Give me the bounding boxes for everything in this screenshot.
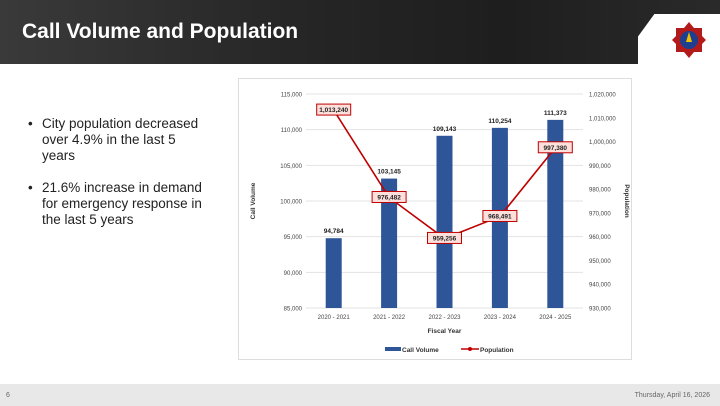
- y-tick-label: 115,000: [281, 93, 303, 99]
- y-tick-label: 110,000: [281, 128, 303, 134]
- footer: 6 Thursday, April 16, 2026: [0, 384, 720, 406]
- y2-tick-label: 1,020,000: [589, 93, 616, 99]
- header-banner: Call Volume and Population: [0, 0, 720, 64]
- footer-date: Thursday, April 16, 2026: [634, 392, 710, 399]
- bar: [381, 178, 398, 308]
- bullet-list: • City population decreased over 4.9% in …: [28, 116, 208, 244]
- page-number: 6: [6, 392, 10, 399]
- y-tick-label: 85,000: [284, 307, 303, 313]
- x-tick-label: 2022 - 2023: [428, 315, 461, 321]
- fire-department-logo-icon: [672, 22, 706, 58]
- bar: [436, 135, 453, 308]
- y-tick-label: 100,000: [280, 200, 302, 206]
- bar-label: 109,143: [433, 126, 457, 133]
- y2-tick-label: 1,000,000: [589, 140, 616, 146]
- bullet-text: 21.6% increase in demand for emergency r…: [42, 180, 202, 227]
- bar-label: 103,145: [377, 169, 401, 176]
- y2-tick-label: 980,000: [589, 188, 611, 194]
- y-axis-title: Call Volume: [250, 182, 257, 219]
- legend-label: Population: [480, 347, 514, 354]
- y2-tick-label: 990,000: [589, 164, 611, 170]
- y2-tick-label: 960,000: [589, 235, 611, 241]
- line-label: 968,491: [488, 213, 512, 220]
- bar-label: 110,254: [488, 118, 512, 125]
- y2-tick-label: 970,000: [589, 211, 611, 217]
- bullet-text: City population decreased over 4.9% in t…: [42, 116, 199, 163]
- y-tick-label: 105,000: [280, 164, 302, 170]
- line-label-box: [482, 209, 518, 222]
- line-label-box: [537, 141, 573, 154]
- line-label: 1,013,240: [319, 107, 348, 114]
- bar: [547, 119, 564, 308]
- bullet-item: • 21.6% increase in demand for emergency …: [28, 180, 208, 228]
- legend-swatch-call-volume: [385, 347, 401, 351]
- line-label-box: [316, 103, 352, 116]
- legend-label: Call Volume: [402, 347, 439, 354]
- x-tick-label: 2023 - 2024: [484, 315, 517, 321]
- x-tick-label: 2021 - 2022: [373, 315, 406, 321]
- bar-label: 111,373: [544, 110, 567, 117]
- y2-tick-label: 1,010,000: [589, 116, 616, 122]
- bar-label: 94,784: [324, 228, 344, 235]
- y2-tick-label: 930,000: [589, 307, 611, 313]
- bar: [325, 238, 342, 308]
- line-label: 997,380: [544, 145, 568, 152]
- x-axis-title: Fiscal Year: [428, 328, 462, 335]
- legend-marker: [468, 347, 472, 351]
- line-label: 976,482: [377, 194, 401, 201]
- bullet-item: • City population decreased over 4.9% in …: [28, 116, 208, 164]
- line-label: 959,256: [433, 235, 457, 242]
- y-tick-label: 90,000: [284, 271, 303, 277]
- y2-tick-label: 950,000: [589, 259, 611, 265]
- y2-tick-label: 940,000: [589, 283, 611, 289]
- line-label-box: [427, 231, 462, 244]
- x-tick-label: 2020 - 2021: [318, 315, 351, 321]
- page-title: Call Volume and Population: [22, 20, 299, 43]
- y2-axis-title: Population: [623, 184, 630, 218]
- x-tick-label: 2024 - 2025: [539, 315, 572, 321]
- line-label-box: [371, 190, 407, 203]
- combo-chart: 85,000 90,000 95,000 100,000 105,000 110,000 1…: [250, 93, 630, 355]
- y-tick-label: 95,000: [284, 235, 303, 241]
- chart-container: 85,000 90,000 95,000 100,000 105,000 110,000 1…: [238, 78, 632, 360]
